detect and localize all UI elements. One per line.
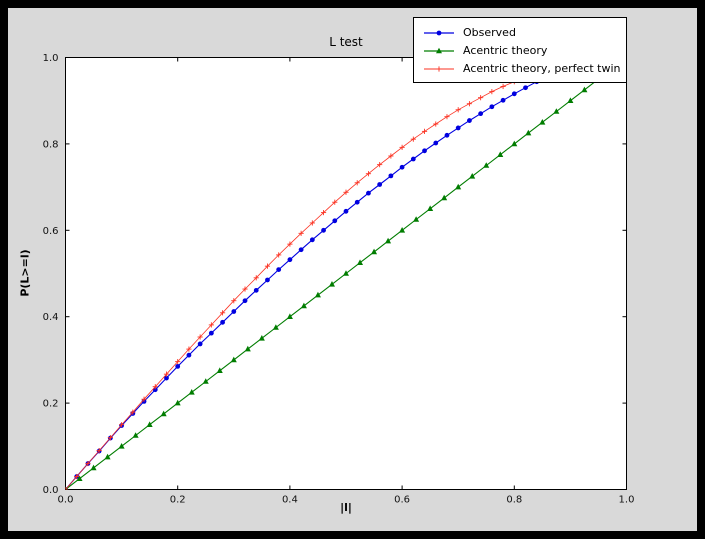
y-tick-label: 1.0 (43, 53, 59, 64)
y-tick-label: 0.2 (43, 399, 59, 410)
x-tick-label: 0.4 (282, 495, 298, 506)
y-tick-label: 0.0 (43, 485, 59, 496)
x-tick-label: 0.8 (506, 495, 522, 506)
legend-item-observed: Observed (422, 23, 618, 41)
legend-line-sample-acentric-theory (422, 43, 456, 57)
legend-item-acentric-theory: Acentric theory (422, 41, 618, 59)
legend-sample-svg (424, 47, 454, 54)
legend-sample-svg (424, 66, 454, 72)
legend-line-sample-observed (422, 25, 456, 39)
figure-canvas: 0.0 0.2 0.4 0.6 0.8 1.0 0.0 0.2 0.4 0.6 0.8 1.0 L t… (8, 8, 697, 531)
legend: Observed Acentric theory Acentric theory… (413, 17, 627, 83)
legend-sample-svg (424, 30, 454, 36)
y-axis-label: P(L>=l) (18, 249, 32, 297)
plot-svg: 0.0 0.2 0.4 0.6 0.8 1.0 0.0 0.2 0.4 0.6 0.8 1.0 (43, 53, 635, 506)
x-tick-label: 0.2 (170, 495, 186, 506)
legend-label: Acentric theory (463, 43, 548, 57)
x-axis-label: |l| (340, 501, 352, 514)
legend-label: Acentric theory, perfect twin (463, 61, 621, 75)
x-tick-label: 1.0 (619, 495, 635, 506)
x-tick-label: 0.0 (58, 495, 74, 506)
legend-label: Observed (463, 25, 516, 39)
x-tick-label: 0.6 (394, 495, 410, 506)
y-tick-label: 0.4 (43, 312, 59, 323)
legend-line-sample-perfect-twin (422, 61, 456, 75)
y-tick-label: 0.6 (43, 226, 59, 237)
series-line-1 (65, 67, 613, 490)
y-tick-label: 0.8 (43, 139, 59, 150)
series-line-2 (65, 69, 549, 490)
series-group (65, 65, 616, 490)
legend-item-perfect-twin: Acentric theory, perfect twin (422, 59, 621, 77)
chart-title: L test (329, 35, 363, 49)
